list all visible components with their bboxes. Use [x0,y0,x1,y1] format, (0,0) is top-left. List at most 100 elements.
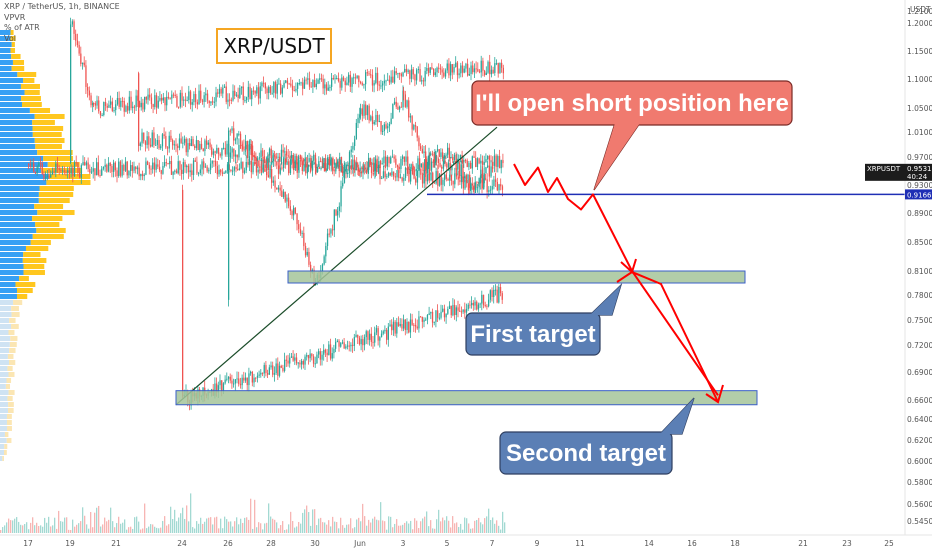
projection-path[interactable] [513,163,719,396]
candle-body [182,189,184,397]
volume-bar [364,516,366,533]
candle-body [326,233,329,246]
second-target-zone[interactable] [175,390,758,406]
vpvr-bar-faint [0,390,9,395]
candle-body [489,189,492,191]
candle-body [299,156,301,158]
candle-body [231,148,233,153]
first-target-callout-box[interactable] [465,312,601,356]
vpvr-bar-up [0,210,38,215]
vpvr-bar-down [46,180,91,185]
candle-body [252,90,255,92]
candle-body [486,305,488,307]
candle-body [202,148,204,151]
volume-bar [196,521,198,533]
candle-body [226,143,228,155]
trendline[interactable] [175,126,498,406]
projection-path-second[interactable] [616,270,719,403]
symbol-tag: XRPUSDT [867,165,901,173]
candle-body [391,324,393,331]
candle-body [358,75,360,82]
candle-body [300,82,302,84]
candle-body [111,101,113,111]
candle-body [304,246,307,256]
first-target-zone[interactable] [287,270,746,284]
vpvr-bar-down [35,222,60,227]
candle-body [427,67,430,73]
candle-body [365,72,367,85]
volume-bar [226,519,228,533]
candle-body [349,74,351,87]
price-tick-label: 0.7800 [907,291,932,300]
volume-bar [50,526,52,533]
candle-body [453,161,455,166]
candle-body [181,92,183,101]
candle-body [141,173,144,177]
candle-body [99,174,101,176]
candle-body [264,164,266,172]
indicator-vol[interactable]: Vol [4,33,16,43]
vpvr-bar-faint [0,408,9,413]
price-tick-label: 0.6600 [907,396,932,405]
vpvr-bar-down [11,42,15,47]
candle-body [229,99,231,101]
candle-body [197,140,199,151]
candle-body [424,159,426,172]
candle-body [234,379,236,384]
candle-body [353,337,355,346]
candle-body [378,121,380,123]
candle-body [363,104,365,116]
candle-body [270,148,272,159]
candle-body [184,99,187,101]
volume-bar [478,517,480,533]
candle-body [367,161,369,172]
time-tick-label: 3 [401,539,406,548]
volume-bar [342,525,344,533]
candle-body [421,174,424,184]
vpvr-bar-up [0,282,16,287]
candle-body [200,143,203,149]
candle-body [116,97,119,105]
candle-body [447,147,449,155]
volume-bar [214,517,216,533]
candle-body [448,63,450,76]
volume-bar [108,519,110,533]
vpvr-bar-up [0,270,24,275]
volume-bar [352,528,354,533]
candle-body [241,377,243,386]
indicator-atr[interactable]: % of ATR [4,23,40,32]
candle-body [410,169,412,182]
candle-body [266,88,268,94]
candle-body [369,161,371,167]
candle-body [425,159,428,169]
candle-body [392,321,395,331]
volume-bar [230,521,232,533]
candle-body [382,83,384,86]
candle-body [390,157,392,164]
candle-body [314,363,316,365]
volume-bar [266,522,268,533]
second-target-callout-box[interactable] [499,431,673,475]
volume-bar [238,524,240,533]
vpvr-bar-down [29,108,51,113]
candle-body [187,143,189,153]
vpvr-bar-up [0,288,18,293]
candle-body [413,125,415,130]
candle-body [80,165,82,178]
symbol-line: XRP / TetherUS, 1h, BINANCE [4,2,120,11]
volume-bar [294,527,296,533]
candle-body [88,90,90,96]
candle-body [157,100,159,108]
candle-body [308,251,310,265]
volume-bar [208,517,210,533]
candle-body [383,156,385,164]
candle-body [496,181,498,191]
level-tag-bg [905,189,932,200]
candle-body [404,319,406,330]
indicator-vpvr[interactable]: VPVR [4,12,26,22]
candle-body [313,163,315,165]
vpvr-bar-faint [5,384,11,389]
candle-body [251,90,253,100]
